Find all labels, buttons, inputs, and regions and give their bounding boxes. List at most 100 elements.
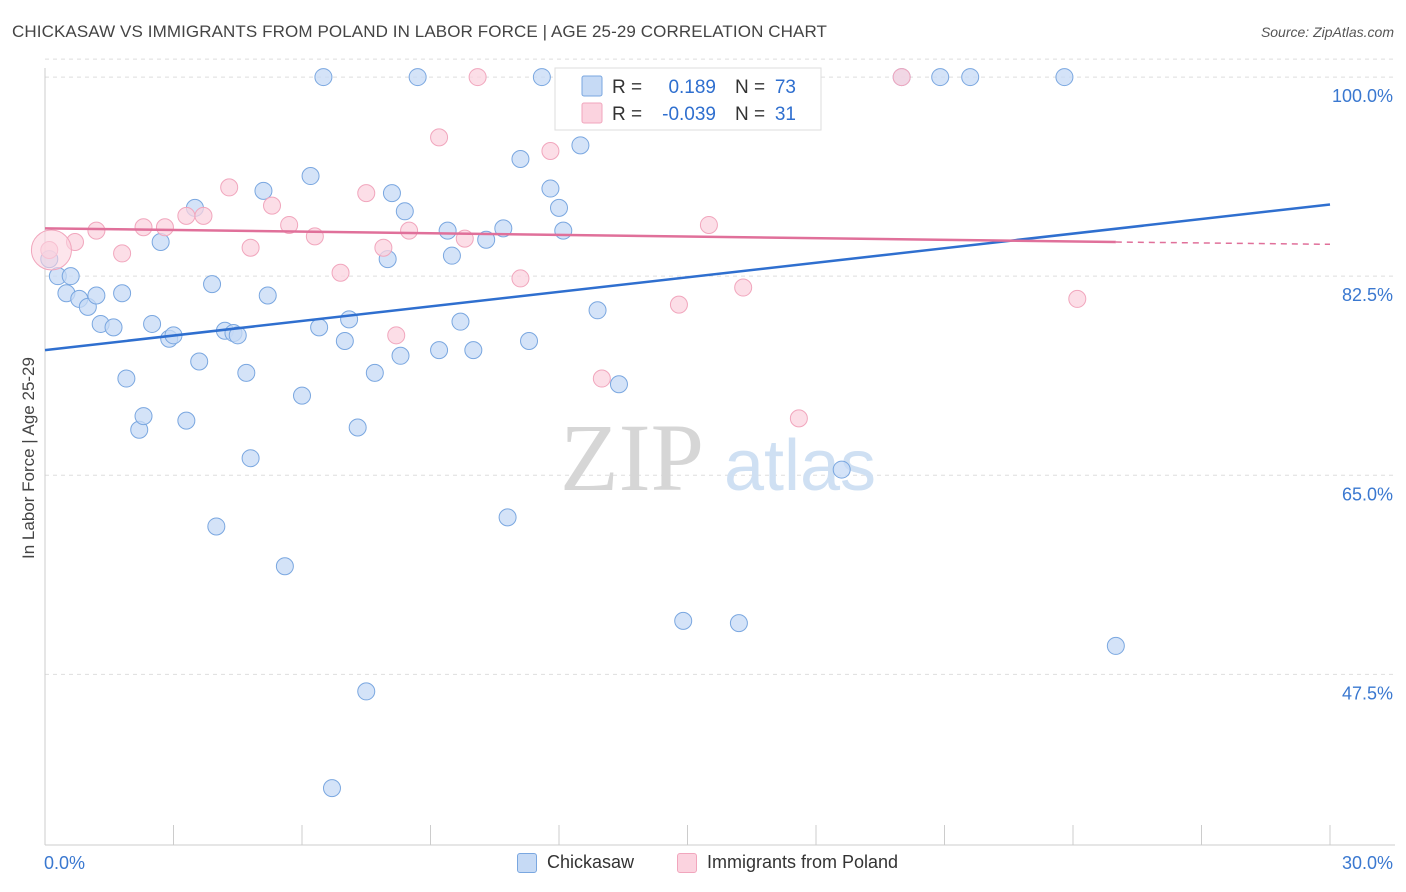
point-chickasaw: [207, 517, 226, 536]
point-poland: [669, 295, 688, 314]
stats-n-value-1: 73: [775, 77, 796, 98]
point-chickasaw: [395, 202, 414, 221]
stats-r-value-2: -0.039: [662, 104, 716, 125]
y-tick-label: 65.0%: [1342, 484, 1393, 504]
axes: [44, 68, 1395, 846]
point-poland: [155, 218, 174, 237]
y-tick-label: 82.5%: [1342, 285, 1393, 305]
point-poland: [430, 128, 449, 147]
point-poland: [734, 278, 753, 297]
point-poland: [400, 221, 419, 240]
point-chickasaw: [571, 136, 590, 155]
point-poland: [892, 68, 911, 87]
point-poland: [220, 178, 239, 197]
point-chickasaw: [520, 332, 539, 351]
point-chickasaw: [532, 68, 551, 87]
point-poland: [374, 238, 393, 257]
stats-r-label-1: R =: [612, 77, 642, 98]
x-tick-labels: 0.0% 30.0%: [44, 853, 1393, 873]
point-chickasaw: [61, 267, 80, 286]
point-chickasaw: [832, 460, 851, 479]
point-chickasaw: [293, 386, 311, 405]
legend-swatch-poland: [677, 852, 697, 873]
y-tick-label: 47.5%: [1342, 683, 1393, 703]
point-poland: [87, 221, 106, 240]
point-poland: [241, 238, 260, 257]
point-chickasaw: [258, 286, 277, 305]
stats-swatch-chickasaw: [581, 75, 603, 97]
point-chickasaw: [241, 449, 260, 468]
point-chickasaw: [438, 221, 457, 240]
legend-label-chickasaw: Chickasaw: [547, 852, 635, 872]
point-chickasaw: [494, 219, 513, 238]
stats-n-label-2: N =: [735, 104, 765, 125]
point-chickasaw: [314, 68, 333, 87]
point-chickasaw: [550, 198, 568, 217]
point-poland: [331, 263, 350, 282]
point-poland-large: [30, 229, 72, 271]
point-chickasaw: [104, 318, 123, 337]
point-chickasaw: [961, 68, 980, 87]
source-label: Source: ZipAtlas.com: [1260, 24, 1394, 40]
point-chickasaw: [382, 184, 401, 203]
stats-legend: R = 0.189 N = 73 R = -0.039 N = 31: [554, 67, 822, 131]
point-chickasaw: [430, 341, 449, 360]
point-chickasaw: [117, 369, 136, 388]
y-axis-label: In Labor Force | Age 25-29: [19, 357, 38, 559]
point-chickasaw: [477, 230, 496, 249]
point-poland: [177, 206, 196, 225]
point-chickasaw: [237, 363, 256, 382]
point-chickasaw: [609, 375, 628, 394]
point-chickasaw: [588, 301, 607, 320]
point-chickasaw: [391, 346, 410, 365]
point-chickasaw: [451, 312, 470, 331]
point-poland: [134, 218, 153, 237]
stats-n-value-2: 31: [775, 104, 796, 125]
point-poland: [113, 244, 132, 263]
point-chickasaw: [511, 149, 530, 168]
point-chickasaw: [408, 68, 427, 87]
point-poland: [1068, 289, 1087, 308]
legend-item-poland: Immigrants from Poland: [677, 852, 898, 873]
bottom-legend: Chickasaw Immigrants from Poland: [0, 850, 1406, 880]
x-tick-label-min: 0.0%: [44, 853, 85, 873]
point-chickasaw: [554, 221, 573, 240]
point-chickasaw: [674, 611, 693, 630]
trend-line-poland-extension: [1115, 241, 1331, 246]
y-tick-label: 100.0%: [1332, 86, 1393, 106]
watermark-zip: ZIP: [560, 404, 704, 511]
point-poland: [511, 269, 530, 288]
point-chickasaw: [322, 779, 341, 798]
stats-n-label-1: N =: [735, 77, 765, 98]
point-chickasaw: [310, 318, 329, 337]
stats-swatch-poland: [581, 102, 603, 124]
point-poland: [280, 215, 299, 234]
point-chickasaw: [335, 332, 354, 351]
point-chickasaw: [442, 246, 461, 265]
watermark: ZIP atlas: [560, 404, 876, 511]
point-chickasaw: [340, 310, 359, 329]
legend-label-poland: Immigrants from Poland: [707, 852, 899, 872]
point-chickasaw: [203, 275, 222, 294]
point-poland: [194, 206, 213, 225]
point-chickasaw: [498, 508, 517, 527]
point-chickasaw: [228, 326, 247, 345]
point-poland: [592, 369, 611, 388]
point-poland: [699, 215, 718, 234]
point-poland: [357, 184, 376, 203]
point-chickasaw: [113, 284, 132, 303]
stats-r-value-1: 0.189: [668, 77, 716, 98]
point-chickasaw: [357, 682, 376, 701]
legend-swatch-chickasaw: [517, 852, 537, 873]
trend-line-poland: [44, 227, 1116, 244]
point-chickasaw: [87, 286, 106, 305]
point-chickasaw: [1055, 68, 1074, 87]
data-points: [30, 68, 1125, 798]
point-chickasaw: [254, 181, 273, 200]
point-poland: [263, 196, 282, 215]
watermark-atlas: atlas: [724, 426, 876, 506]
point-chickasaw: [301, 167, 320, 186]
trend-lines: [44, 203, 1331, 352]
x-tick-label-max: 30.0%: [1342, 853, 1393, 873]
